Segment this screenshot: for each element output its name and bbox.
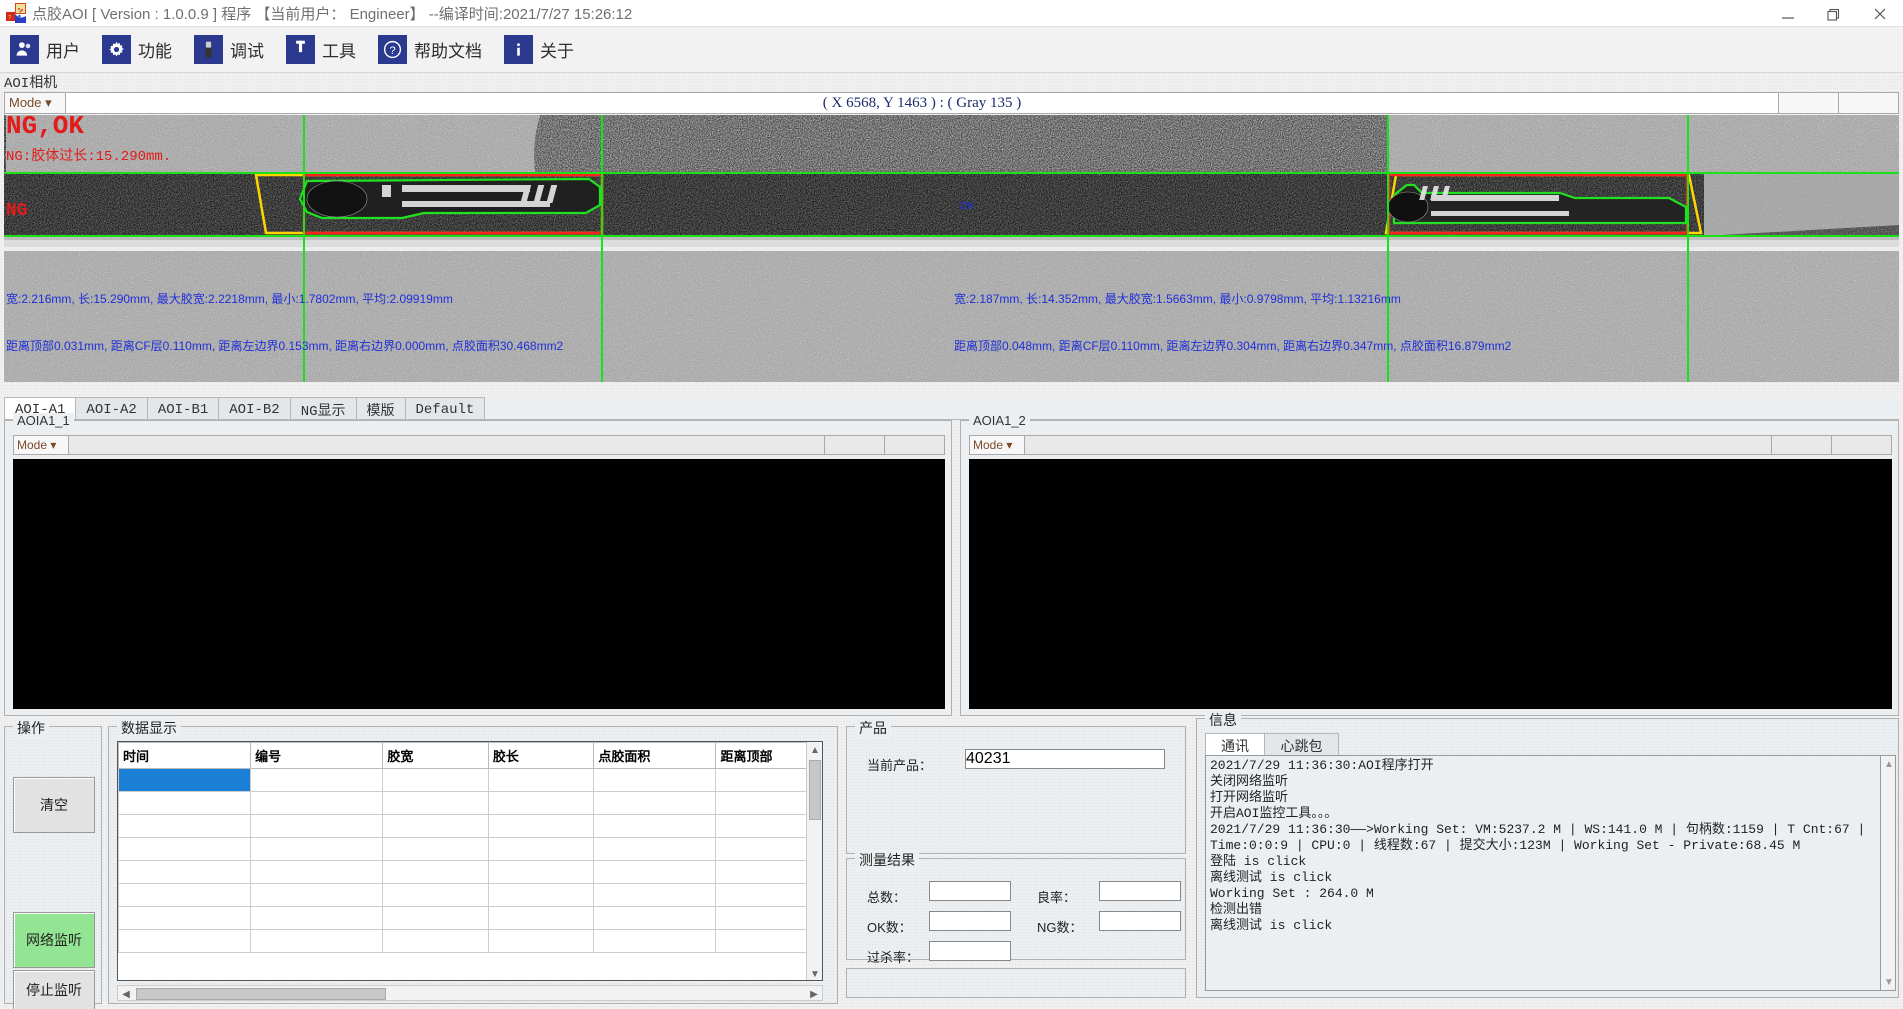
svg-text:?: ? <box>389 45 395 57</box>
